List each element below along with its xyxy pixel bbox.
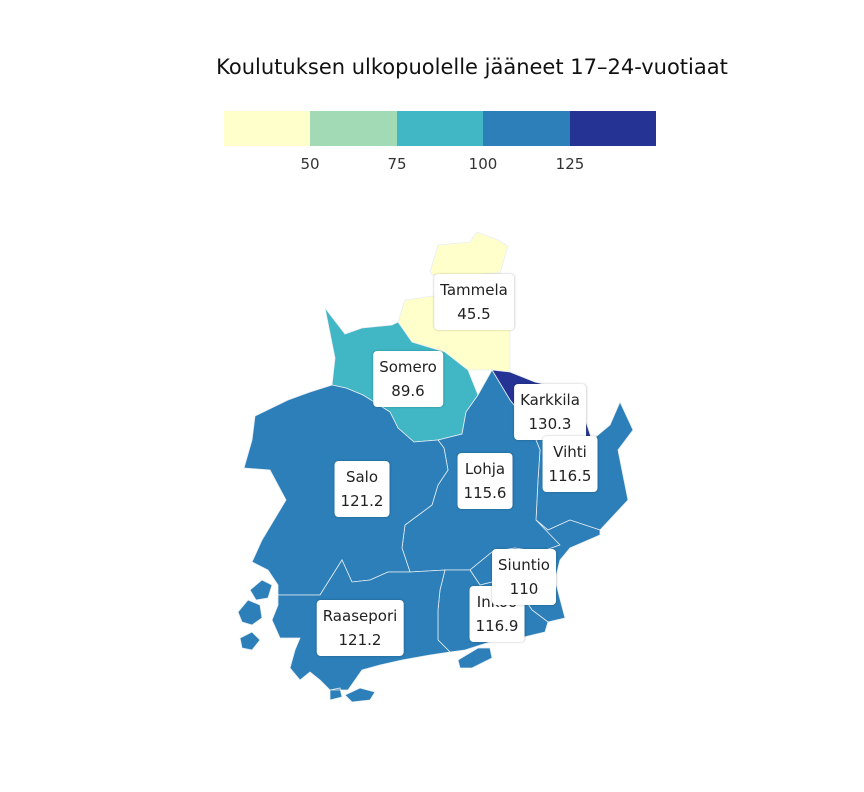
label-karkkila: Karkkila 130.3 (514, 384, 586, 440)
label-name: Somero (379, 358, 437, 376)
label-value: 121.2 (338, 631, 382, 649)
label-tammela: Tammela 45.5 (434, 274, 514, 330)
label-value: 116.5 (548, 467, 592, 485)
legend-swatch-3 (396, 111, 484, 146)
label-value: 116.9 (475, 617, 519, 635)
label-name: Karkkila (520, 391, 580, 409)
label-name: Salo (345, 468, 379, 486)
label-value: 110 (509, 580, 539, 598)
label-siuntio: Siuntio 110 (492, 549, 556, 605)
label-salo: Salo 121.2 (334, 461, 390, 517)
legend-tick-75: 75 (387, 155, 407, 173)
label-value: 121.2 (340, 492, 384, 510)
legend-tick-125: 125 (555, 155, 585, 173)
label-name: Tammela (440, 281, 508, 299)
legend-swatch-1 (224, 111, 311, 146)
legend-swatch-4 (483, 111, 570, 146)
legend-tick-50: 50 (300, 155, 320, 173)
label-raasepori: Raasepori 121.2 (316, 600, 404, 656)
label-value: 130.3 (528, 415, 572, 433)
label-lohja: Lohja 115.6 (457, 453, 513, 509)
legend-swatch-5 (569, 111, 657, 146)
label-name: Raasepori (322, 607, 398, 625)
label-somero: Somero 89.6 (373, 351, 443, 407)
label-inkoo: Inkoo 116.9 (469, 586, 525, 642)
chart-title: Koulutuksen ulkopuolelle jääneet 17–24-v… (216, 55, 728, 79)
label-name: Siuntio (498, 556, 550, 574)
label-value: 115.6 (463, 484, 507, 502)
legend-tick-100: 100 (468, 155, 498, 173)
color-legend (224, 111, 657, 146)
label-value: 89.6 (391, 382, 425, 400)
label-name: Vihti (553, 443, 587, 461)
label-name: Lohja (464, 460, 506, 478)
label-value: 45.5 (457, 305, 491, 323)
label-vihti: Vihti 116.5 (542, 436, 598, 492)
legend-swatch-2 (310, 111, 397, 146)
